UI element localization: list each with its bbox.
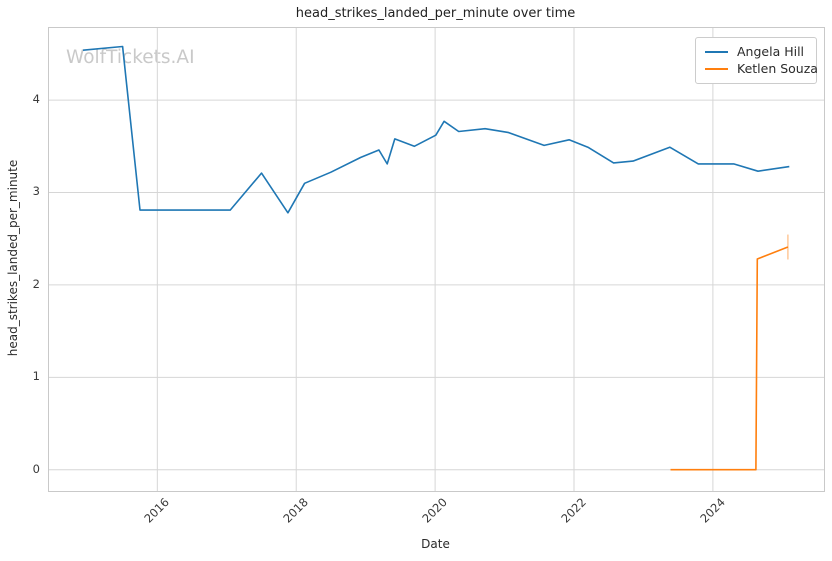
legend-label: Ketlen Souza: [737, 61, 818, 76]
series-line-ketlen-souza: [670, 246, 789, 471]
legend-entry-ketlen-souza: Ketlen Souza: [702, 61, 818, 76]
y-axis-label: head_strikes_landed_per_minute: [6, 159, 20, 357]
y-tick-label: 0: [32, 461, 40, 476]
chart-canvas: [49, 28, 824, 491]
plot-area: WolfTickets.AI Angela Hill Ketlen Souza: [48, 27, 825, 492]
y-tick-label: 3: [32, 184, 40, 199]
legend-label: Angela Hill: [737, 44, 805, 59]
legend: Angela Hill Ketlen Souza: [695, 37, 818, 84]
legend-line-swatch-orange: [705, 67, 728, 70]
legend-line-swatch-blue: [705, 50, 728, 53]
legend-entry-angela-hill: Angela Hill: [702, 44, 810, 59]
chart-title: head_strikes_landed_per_minute over time: [295, 6, 576, 21]
y-tick-label: 4: [32, 92, 40, 107]
series-line-angela-hill: [82, 45, 790, 214]
watermark-text: WolfTickets.AI: [66, 47, 195, 68]
x-axis-label: Date: [421, 537, 450, 551]
y-tick-label: 2: [32, 276, 40, 291]
y-tick-label: 1: [32, 369, 40, 384]
